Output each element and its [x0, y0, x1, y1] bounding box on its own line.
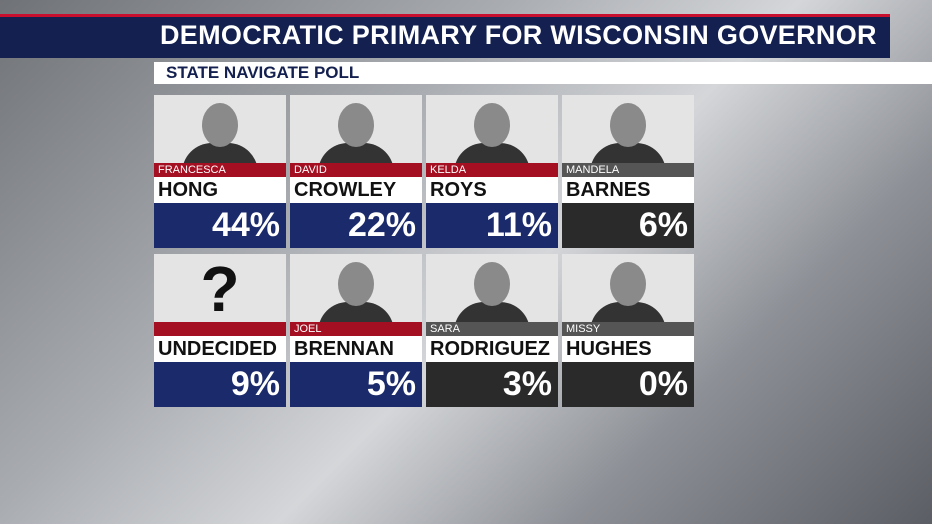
- photo-body: [590, 143, 666, 163]
- subtitle: STATE NAVIGATE POLL: [166, 63, 360, 82]
- first-name: MISSY: [562, 322, 694, 336]
- last-name: BARNES: [562, 177, 694, 203]
- question-icon: ?: [200, 254, 240, 322]
- poll-result: 11%: [426, 203, 558, 248]
- title-bar: [0, 14, 890, 58]
- photo-body: [454, 302, 530, 322]
- last-name: HONG: [154, 177, 286, 203]
- candidate-card: DAVID CROWLEY 22%: [290, 95, 422, 248]
- photo: [426, 95, 558, 163]
- subtitle-bar: [154, 62, 932, 84]
- poll-result: 9%: [154, 362, 286, 407]
- first-name: MANDELA: [562, 163, 694, 177]
- candidate-card: MANDELA BARNES 6%: [562, 95, 694, 248]
- photo-head: [202, 103, 238, 147]
- poll-result: 22%: [290, 203, 422, 248]
- first-name: DAVID: [290, 163, 422, 177]
- photo-head: [474, 103, 510, 147]
- photo-head: [338, 262, 374, 306]
- first-name: KELDA: [426, 163, 558, 177]
- photo-head: [338, 103, 374, 147]
- last-name: HUGHES: [562, 336, 694, 362]
- first-name: JOEL: [290, 322, 422, 336]
- photo: [290, 95, 422, 163]
- photo-body: [590, 302, 666, 322]
- photo: [562, 95, 694, 163]
- candidate-card: KELDA ROYS 11%: [426, 95, 558, 248]
- photo-body: [182, 143, 258, 163]
- last-name: ROYS: [426, 177, 558, 203]
- poll-result: 3%: [426, 362, 558, 407]
- photo: [426, 254, 558, 322]
- candidate-card: MISSY HUGHES 0%: [562, 254, 694, 407]
- photo-head: [610, 103, 646, 147]
- photo: [562, 254, 694, 322]
- photo: [154, 95, 286, 163]
- photo: ?: [154, 254, 286, 322]
- first-name: FRANCESCA: [154, 163, 286, 177]
- poll-result: 44%: [154, 203, 286, 248]
- last-name: CROWLEY: [290, 177, 422, 203]
- photo: [290, 254, 422, 322]
- last-name: UNDECIDED: [154, 336, 286, 362]
- photo-body: [318, 302, 394, 322]
- photo-body: [454, 143, 530, 163]
- photo-head: [474, 262, 510, 306]
- last-name: BRENNAN: [290, 336, 422, 362]
- poll-result: 6%: [562, 203, 694, 248]
- candidate-card: ? UNDECIDED 9%: [154, 254, 286, 407]
- first-name: [154, 322, 286, 336]
- last-name: RODRIGUEZ: [426, 336, 558, 362]
- photo-head: [610, 262, 646, 306]
- candidate-card: JOEL BRENNAN 5%: [290, 254, 422, 407]
- title: DEMOCRATIC PRIMARY FOR WISCONSIN GOVERNO…: [160, 20, 877, 50]
- poll-result: 5%: [290, 362, 422, 407]
- candidate-card: FRANCESCA HONG 44%: [154, 95, 286, 248]
- candidate-card: SARA RODRIGUEZ 3%: [426, 254, 558, 407]
- first-name: SARA: [426, 322, 558, 336]
- poll-result: 0%: [562, 362, 694, 407]
- photo-body: [318, 143, 394, 163]
